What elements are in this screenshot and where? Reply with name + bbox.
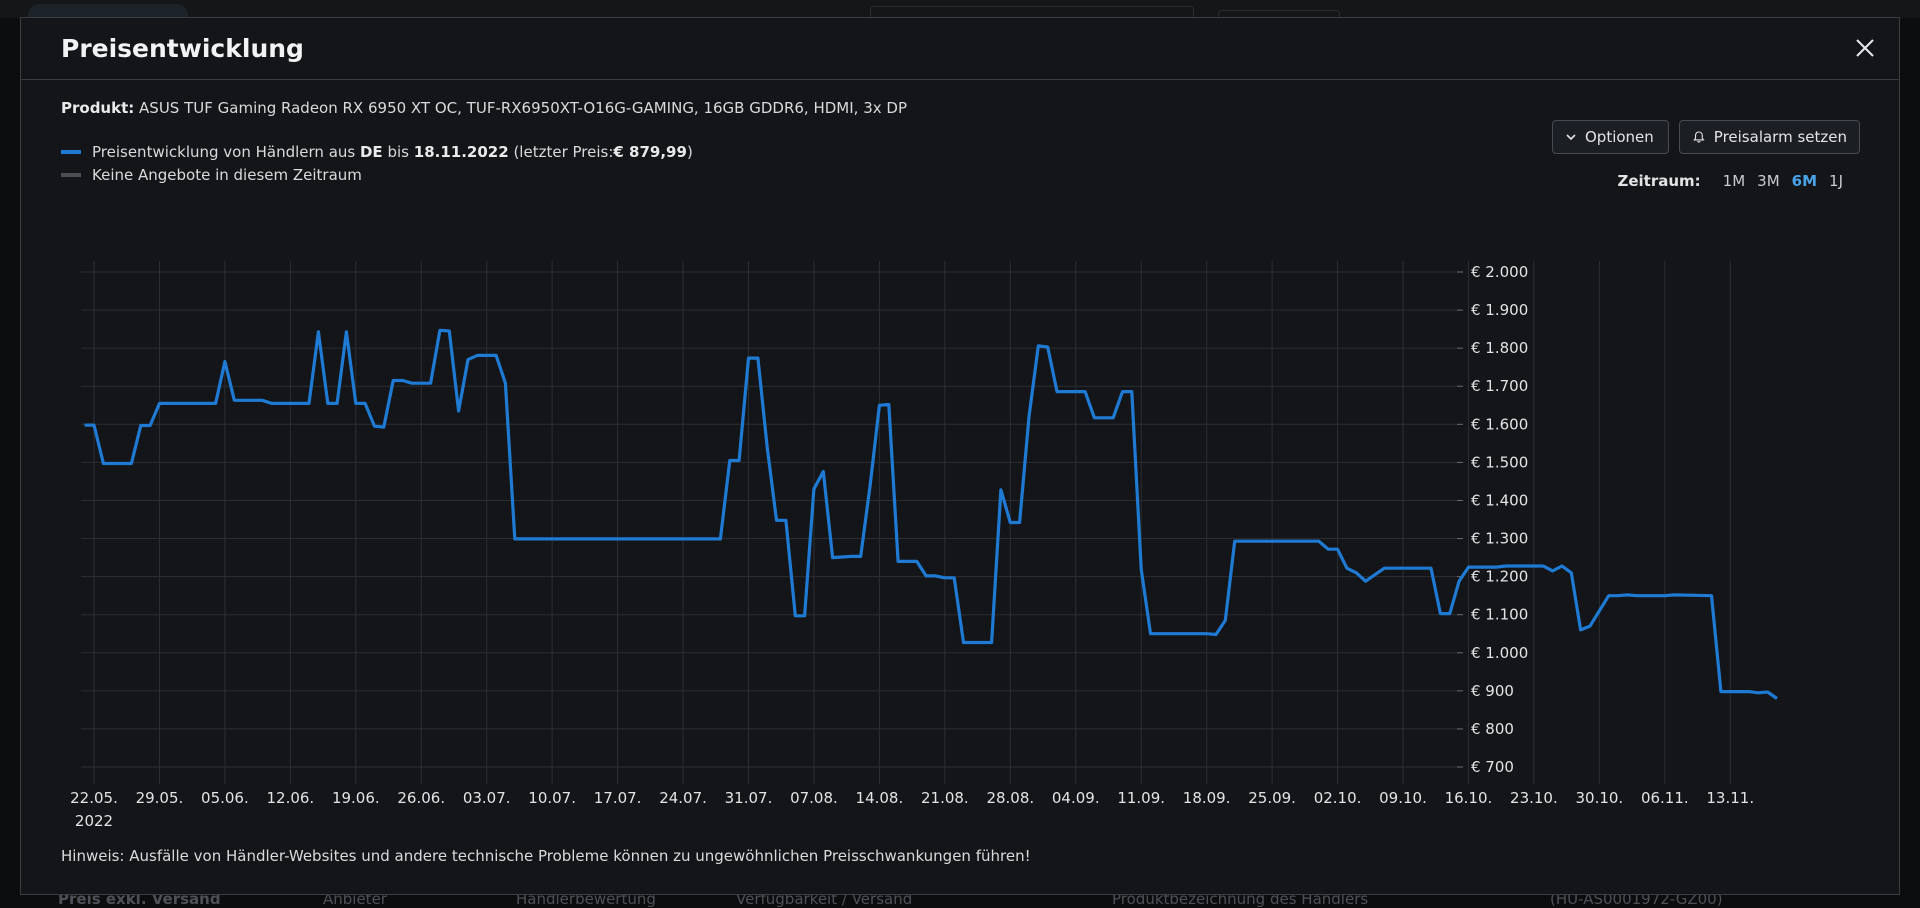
x-tick-label: 28.08.: [986, 789, 1034, 807]
x-tick-label: 13.11.: [1706, 789, 1754, 807]
legend-date: 18.11.2022: [413, 142, 509, 161]
product-line: Produkt: ASUS TUF Gaming Radeon RX 6950 …: [61, 99, 907, 117]
x-tick-label: 30.10.: [1575, 789, 1623, 807]
x-year-label: 2022: [75, 812, 113, 830]
hint-text: Hinweis: Ausfälle von Händler-Websites u…: [61, 847, 1031, 865]
x-tick-label: 21.08.: [921, 789, 969, 807]
x-tick-label: 31.07.: [725, 789, 773, 807]
price-alert-button-label: Preisalarm setzen: [1713, 128, 1847, 146]
y-tick-label: € 1.900: [1471, 301, 1528, 319]
y-tick-label: € 700: [1471, 758, 1514, 776]
x-tick-label: 06.11.: [1641, 789, 1689, 807]
close-icon: [1856, 39, 1874, 57]
y-tick-label: € 900: [1471, 682, 1514, 700]
product-label: Produkt:: [61, 99, 135, 117]
x-tick-label: 26.06.: [397, 789, 445, 807]
legend-series-prefix: Preisentwicklung von Händlern aus: [92, 142, 356, 161]
legend-last-price: € 879,99: [613, 142, 687, 161]
x-tick-label: 14.08.: [856, 789, 904, 807]
y-tick-label: € 1.100: [1471, 606, 1528, 624]
timeframe-option-6m[interactable]: 6M: [1791, 172, 1818, 190]
y-tick-label: € 1.200: [1471, 568, 1528, 586]
legend-item-no-offers: Keine Angebote in diesem Zeitraum: [61, 163, 693, 186]
price-chart: € 700 € 800 € 900 € 1.000 € 1.100 € 1.200 € 1.…: [70, 261, 1778, 830]
x-tick-label: 24.07.: [659, 789, 707, 807]
chevron-down-icon: [1566, 134, 1576, 141]
options-button[interactable]: Optionen: [1552, 120, 1669, 154]
modal-header: Preisentwicklung: [21, 18, 1899, 80]
price-series-line: [84, 328, 1778, 700]
timeframe-label: Zeitraum:: [1617, 172, 1701, 190]
timeframe-option-1j[interactable]: 1J: [1829, 172, 1843, 190]
close-button[interactable]: [1851, 34, 1879, 62]
chart-legend: Preisentwicklung von Händlern aus DE bis…: [61, 140, 693, 186]
price-alert-button[interactable]: Preisalarm setzen: [1679, 120, 1860, 154]
y-tick-label: € 2.000: [1471, 263, 1528, 281]
y-tick-label: € 1.300: [1471, 530, 1528, 548]
timeframe-selector: Zeitraum: 1M 3M 6M 1J: [1617, 172, 1843, 190]
bell-icon: [1693, 131, 1705, 143]
price-history-modal: Preisentwicklung Produkt: ASUS TUF Gamin…: [20, 17, 1900, 895]
y-tick-label: € 1.600: [1471, 415, 1528, 433]
x-tick-label: 05.06.: [201, 789, 249, 807]
legend-no-offers: Keine Angebote in diesem Zeitraum: [92, 165, 362, 184]
no-offers-swatch: [61, 172, 81, 177]
timeframe-option-1m[interactable]: 1M: [1722, 172, 1746, 190]
options-button-label: Optionen: [1585, 128, 1654, 146]
x-tick-label: 11.09.: [1117, 789, 1165, 807]
modal-title: Preisentwicklung: [61, 34, 304, 63]
x-tick-label: 12.06.: [266, 789, 314, 807]
product-name: ASUS TUF Gaming Radeon RX 6950 XT OC, TU…: [139, 99, 907, 117]
x-tick-label: 04.09.: [1052, 789, 1100, 807]
x-tick-label: 29.05.: [136, 789, 184, 807]
y-tick-label: € 1.000: [1471, 644, 1528, 662]
x-tick-label: 18.09.: [1183, 789, 1231, 807]
x-tick-label: 03.07.: [463, 789, 511, 807]
x-tick-label: 22.05.: [70, 789, 118, 807]
y-tick-label: € 1.700: [1471, 377, 1528, 395]
x-tick-label: 23.10.: [1510, 789, 1558, 807]
series-swatch: [61, 149, 81, 154]
legend-until-word: bis: [387, 142, 409, 161]
x-tick-label: 10.07.: [528, 789, 576, 807]
y-tick-label: € 1.500: [1471, 453, 1528, 471]
x-tick-label: 19.06.: [332, 789, 380, 807]
y-tick-label: € 1.800: [1471, 339, 1528, 357]
y-tick-label: € 1.400: [1471, 491, 1528, 509]
legend-country: DE: [359, 142, 383, 161]
legend-item-series: Preisentwicklung von Händlern aus DE bis…: [61, 140, 693, 163]
x-tick-label: 16.10.: [1445, 789, 1493, 807]
legend-last-price-prefix: (letzter Preis:: [513, 142, 614, 161]
background-topbar: [0, 0, 1920, 18]
legend-last-price-suffix: ): [686, 142, 693, 161]
timeframe-option-3m[interactable]: 3M: [1757, 172, 1780, 190]
x-tick-label: 09.10.: [1379, 789, 1427, 807]
x-tick-label: 07.08.: [790, 789, 838, 807]
y-tick-label: € 800: [1471, 720, 1514, 738]
x-tick-label: 02.10.: [1314, 789, 1362, 807]
x-tick-label: 25.09.: [1248, 789, 1296, 807]
x-tick-label: 17.07.: [594, 789, 642, 807]
